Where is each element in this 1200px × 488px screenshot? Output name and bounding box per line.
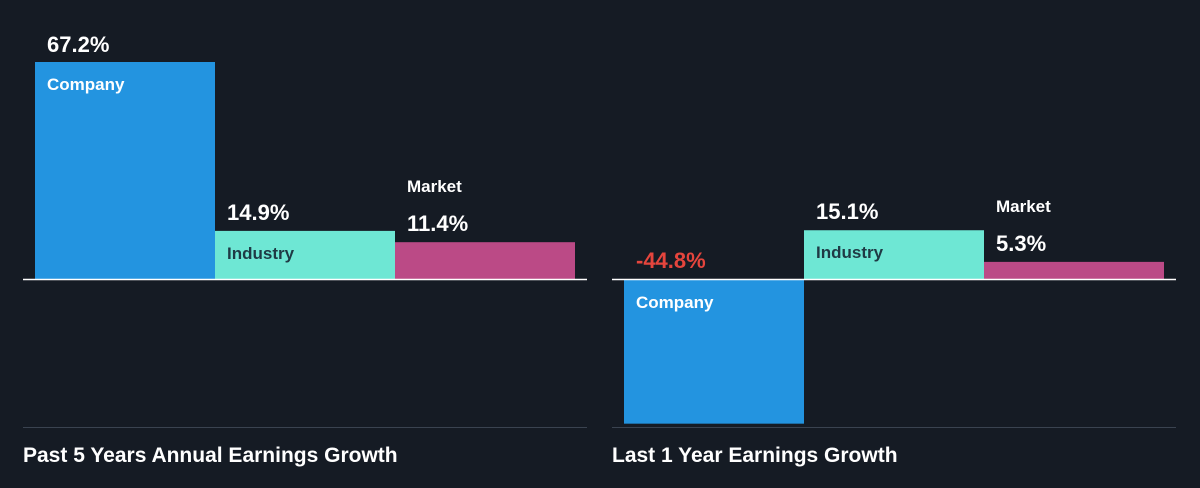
category-label-market: Market — [407, 177, 462, 196]
bar-industry — [804, 230, 984, 279]
chart-panel-last-1-year: -44.8% Company 15.1% Industry 5.3% Market — [612, 197, 1176, 428]
chart-title-last-1-year: Last 1 Year Earnings Growth — [612, 444, 898, 467]
bar-industry — [215, 230, 395, 279]
chart-title-past-5-years: Past 5 Years Annual Earnings Growth — [23, 444, 398, 467]
bar-company — [35, 62, 215, 279]
category-label-industry: Industry — [227, 244, 295, 263]
bar-company — [624, 279, 804, 424]
value-label-market: 5.3% — [996, 231, 1046, 256]
category-label-market: Market — [996, 197, 1051, 216]
bar-market — [395, 242, 575, 279]
bar-market — [984, 261, 1164, 279]
value-label-company: -44.8% — [636, 248, 706, 273]
value-label-industry: 14.9% — [227, 200, 289, 225]
category-label-industry: Industry — [816, 243, 884, 262]
chart-panel-past-5-years: 67.2% Company 14.9% Industry 11.4% Market — [23, 32, 587, 428]
category-label-company: Company — [47, 75, 125, 94]
value-label-industry: 15.1% — [816, 199, 878, 224]
value-label-company: 67.2% — [47, 32, 109, 57]
category-label-company: Company — [636, 293, 714, 312]
earnings-growth-charts: 67.2% Company 14.9% Industry 11.4% Market -44… — [23, 32, 1176, 428]
value-label-market: 11.4% — [407, 211, 468, 236]
